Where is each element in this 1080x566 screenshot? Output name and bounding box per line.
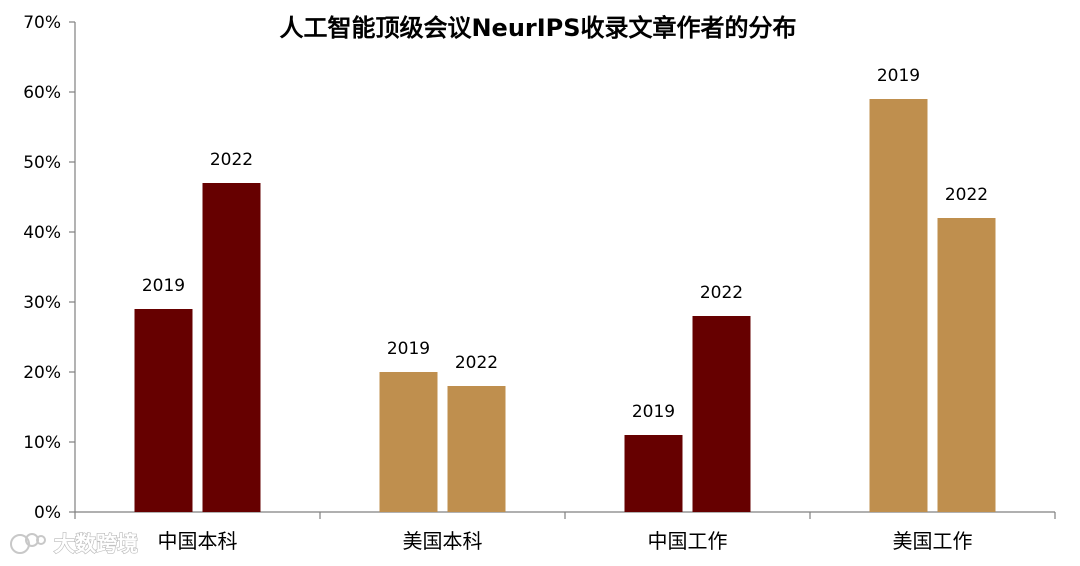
y-tick-label: 30% xyxy=(23,293,61,313)
bar-data-label: 2019 xyxy=(142,276,185,296)
bar-data-label: 2022 xyxy=(700,283,743,303)
bar xyxy=(202,183,261,512)
bar xyxy=(379,372,438,512)
y-tick-label: 40% xyxy=(23,223,61,243)
x-category-label: 中国本科 xyxy=(158,529,238,553)
bars: 2019 2022 2019 2022 2019 2022 2019 2022 xyxy=(134,66,996,512)
bar-data-label: 2022 xyxy=(945,185,988,205)
bar xyxy=(624,435,683,512)
watermark: 大数跨境 xyxy=(10,531,139,557)
bar xyxy=(134,309,193,512)
watermark-text: 大数跨境 xyxy=(54,532,138,556)
logo-icon xyxy=(10,533,46,554)
y-tick-label: 60% xyxy=(23,83,61,103)
bar-data-label: 2022 xyxy=(455,353,498,373)
y-tick-label: 0% xyxy=(34,503,61,523)
bar xyxy=(447,386,506,512)
chart-title: 人工智能顶级会议NeurIPS收录文章作者的分布 xyxy=(279,14,796,42)
bar-data-label: 2019 xyxy=(387,339,430,359)
x-axis: 中国本科 美国本科 中国工作 美国工作 xyxy=(74,511,1056,553)
bar-data-label: 2019 xyxy=(632,402,675,422)
y-tick-label: 10% xyxy=(23,433,61,453)
bar-data-label: 2019 xyxy=(877,66,920,86)
y-tick-label: 20% xyxy=(23,363,61,383)
bar xyxy=(692,316,751,512)
x-category-label: 美国工作 xyxy=(893,529,973,553)
x-category-label: 美国本科 xyxy=(403,529,483,553)
bar-data-label: 2022 xyxy=(210,150,253,170)
bar xyxy=(937,218,996,512)
y-tick-label: 70% xyxy=(23,13,61,33)
bar xyxy=(869,99,928,512)
y-axis: 0% 10% 20% 30% 40% 50% 60% 70% xyxy=(23,13,76,523)
x-category-label: 中国工作 xyxy=(648,529,728,553)
y-tick-label: 50% xyxy=(23,153,61,173)
